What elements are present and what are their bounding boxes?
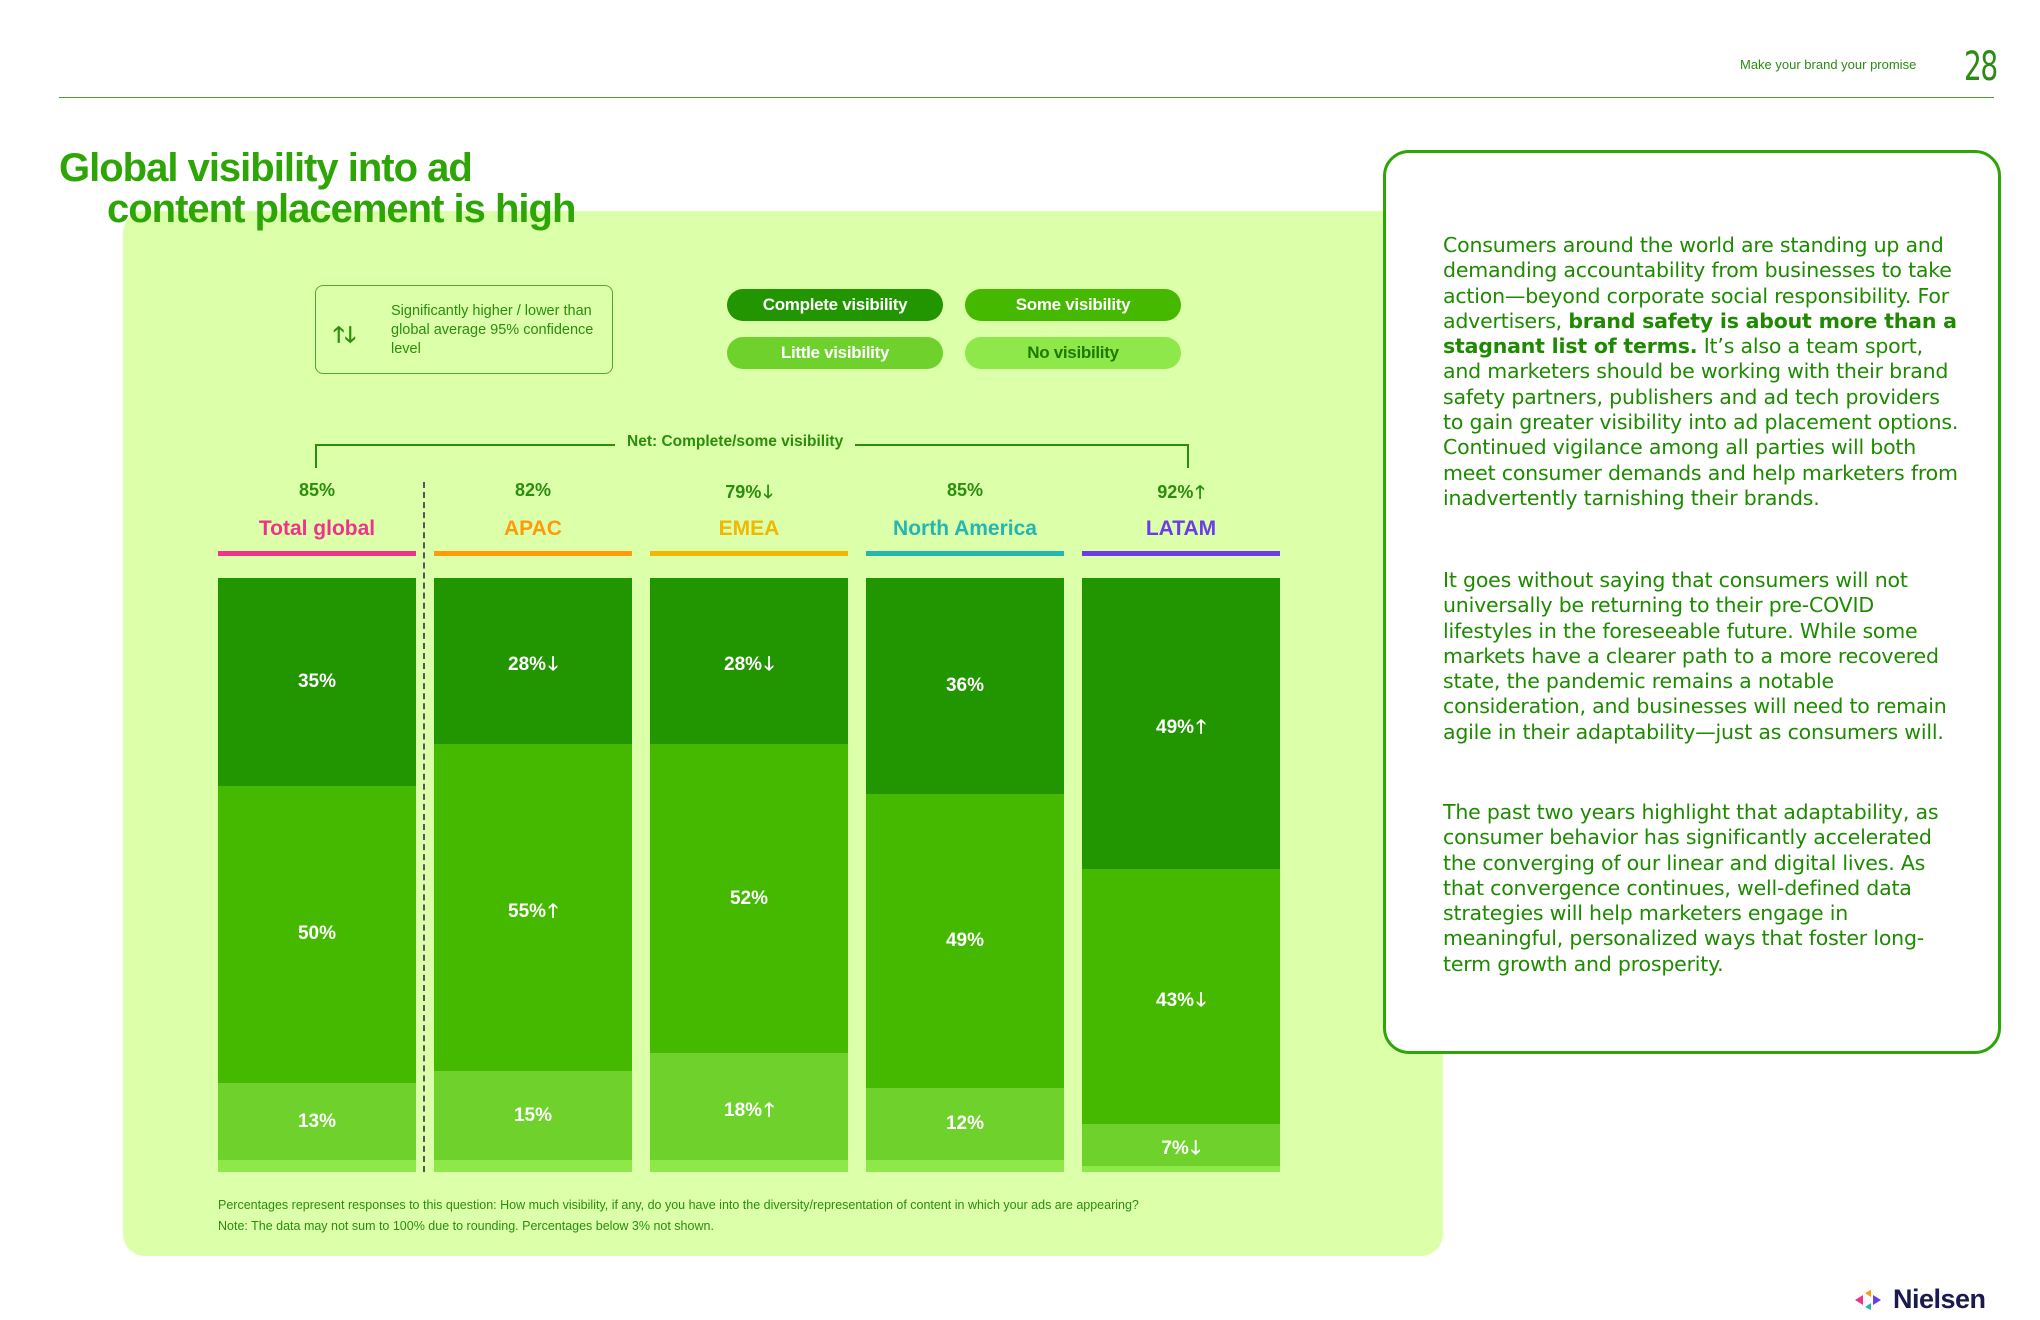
footnote-question: Percentages represent responses to this …: [218, 1198, 1139, 1212]
bar-segment-apac-some-visibility: [434, 744, 632, 1071]
bar-segment-latam-little-visibility: [1082, 1124, 1280, 1167]
net-bracket-label: Net: Complete/some visibility: [615, 433, 856, 451]
bar-segment-latam-complete-visibility: [1082, 578, 1280, 870]
significance-arrows: 🡑🡓: [333, 318, 356, 356]
paragraph-1-intro: Consumers around the world are standing …: [1443, 233, 1952, 333]
nielsen-logo-text: Nielsen: [1893, 1284, 1986, 1314]
arrow-up-icon: 🡑: [548, 900, 558, 922]
data-label-total-global-some-visibility: 50%: [297, 923, 337, 945]
arrow-down-icon: 🡓: [1196, 989, 1206, 1011]
header-divider: [59, 97, 1994, 98]
arrow-down-icon: 🡓: [344, 322, 356, 347]
bar-segment-north-america-complete-visibility: [866, 578, 1064, 794]
title-line-2: content placement is high: [107, 187, 576, 231]
bar-segment-latam-some-visibility: [1082, 869, 1280, 1125]
net-label-north-america: 85%: [946, 480, 984, 500]
arrow-up-icon: 🡑: [1195, 482, 1205, 502]
header-tagline: Make your brand your promise: [1740, 57, 1917, 72]
region-underline-north-america: [866, 551, 1064, 556]
data-label-emea-little-visibility: 18% 🡑: [650, 1096, 848, 1128]
footnote-note: Note: The data may not sum to 100% due t…: [218, 1219, 714, 1233]
data-label-emea-some-visibility: 52%: [729, 887, 769, 909]
bar-segment-total-global-no-visibility: [218, 1160, 416, 1172]
arrow-up-icon: 🡑: [333, 322, 345, 347]
bar-segment-emea-complete-visibility: [650, 578, 848, 745]
page-title: Global visibility into ad content placem…: [59, 146, 576, 231]
bar-segment-total-global-little-visibility: [218, 1082, 416, 1161]
nielsen-logo: Nielsen: [1855, 1284, 1986, 1315]
region-label-emea: EMEA: [718, 517, 780, 540]
region-label-north-america: North America: [893, 517, 1037, 540]
bar-segment-north-america-little-visibility: [866, 1088, 1064, 1160]
bar-segment-apac-little-visibility: [434, 1071, 632, 1161]
region-label-latam: LATAM: [1145, 517, 1217, 540]
significance-legend-text: Significantly higher / lower than global…: [391, 303, 594, 357]
data-label-north-america-little-visibility: 12%: [945, 1113, 985, 1134]
data-label-latam-complete-visibility: 49% 🡑: [1082, 713, 1280, 745]
legend-item-some-visibility: Some visibility: [965, 289, 1181, 321]
data-label-latam-little-visibility: 7% 🡓: [1082, 1134, 1280, 1166]
bar-segment-emea-little-visibility: [650, 1053, 848, 1161]
bar-segment-total-global-complete-visibility: [218, 578, 416, 786]
bar-segment-north-america-no-visibility: [866, 1160, 1064, 1172]
net-label-total-global: 85%: [298, 480, 336, 500]
paragraph-1-emphasis: brand safety is about more than a stagna…: [1443, 308, 1957, 359]
net-label-latam: 92% 🡑: [1082, 480, 1280, 510]
legend-item-no-visibility: No visibility: [965, 337, 1181, 369]
arrow-down-icon: 🡓: [763, 482, 773, 502]
commentary-card: [1383, 150, 2001, 1054]
net-label-emea: 79% 🡓: [650, 480, 848, 510]
data-label-apac-little-visibility: 15%: [513, 1104, 553, 1126]
net-label-apac: 82%: [514, 480, 552, 500]
bar-segment-apac-no-visibility: [434, 1160, 632, 1172]
paragraph-1: Consumers around the world are standing …: [1443, 233, 1963, 511]
page-number: 28: [1964, 44, 1998, 90]
region-label-total-global: Total global: [258, 517, 376, 540]
arrow-down-icon: 🡓: [1190, 1138, 1201, 1160]
bar-segment-emea-no-visibility: [650, 1160, 848, 1172]
data-label-north-america-complete-visibility: 36%: [945, 675, 985, 696]
data-label-latam-some-visibility: 43% 🡓: [1082, 986, 1280, 1018]
bar-segment-emea-some-visibility: [650, 744, 848, 1054]
legend-item-little-visibility: Little visibility: [727, 337, 943, 369]
data-label-total-global-complete-visibility: 35%: [297, 670, 337, 692]
arrow-down-icon: 🡓: [764, 654, 774, 676]
nielsen-arrows-icon: [1855, 1289, 1881, 1310]
data-label-apac-complete-visibility: 28% 🡓: [434, 650, 632, 682]
data-label-north-america-some-visibility: 49%: [945, 930, 985, 951]
arrow-up-icon: 🡑: [1196, 716, 1206, 738]
bar-segment-total-global-some-visibility: [218, 785, 416, 1083]
data-label-emea-complete-visibility: 28% 🡓: [650, 650, 848, 682]
region-underline-emea: [650, 551, 848, 556]
bar-segment-latam-no-visibility: [1082, 1166, 1280, 1172]
total-global-divider: [423, 482, 425, 1172]
significance-legend: 🡑🡓 Significantly higher / lower than glo…: [315, 285, 613, 374]
paragraph-2: It goes without saying that consumers wi…: [1443, 568, 1947, 744]
title-line-1: Global visibility into ad: [59, 146, 473, 190]
paragraph-1-rest: It’s also a team sport, and marketers sh…: [1443, 334, 1959, 510]
bar-segment-apac-complete-visibility: [434, 578, 632, 745]
region-underline-latam: [1082, 551, 1280, 556]
region-label-apac: APAC: [504, 517, 562, 540]
data-label-total-global-little-visibility: 13%: [297, 1110, 337, 1132]
bar-segment-north-america-some-visibility: [866, 794, 1064, 1088]
arrow-up-icon: 🡑: [764, 1099, 774, 1121]
region-underline-total-global: [218, 551, 416, 556]
legend-item-complete-visibility: Complete visibility: [727, 289, 943, 321]
data-label-apac-some-visibility: 55% 🡑: [434, 897, 632, 929]
arrow-down-icon: 🡓: [548, 654, 558, 676]
paragraph-3: The past two years highlight that adapta…: [1443, 800, 1939, 976]
region-underline-apac: [434, 551, 632, 556]
